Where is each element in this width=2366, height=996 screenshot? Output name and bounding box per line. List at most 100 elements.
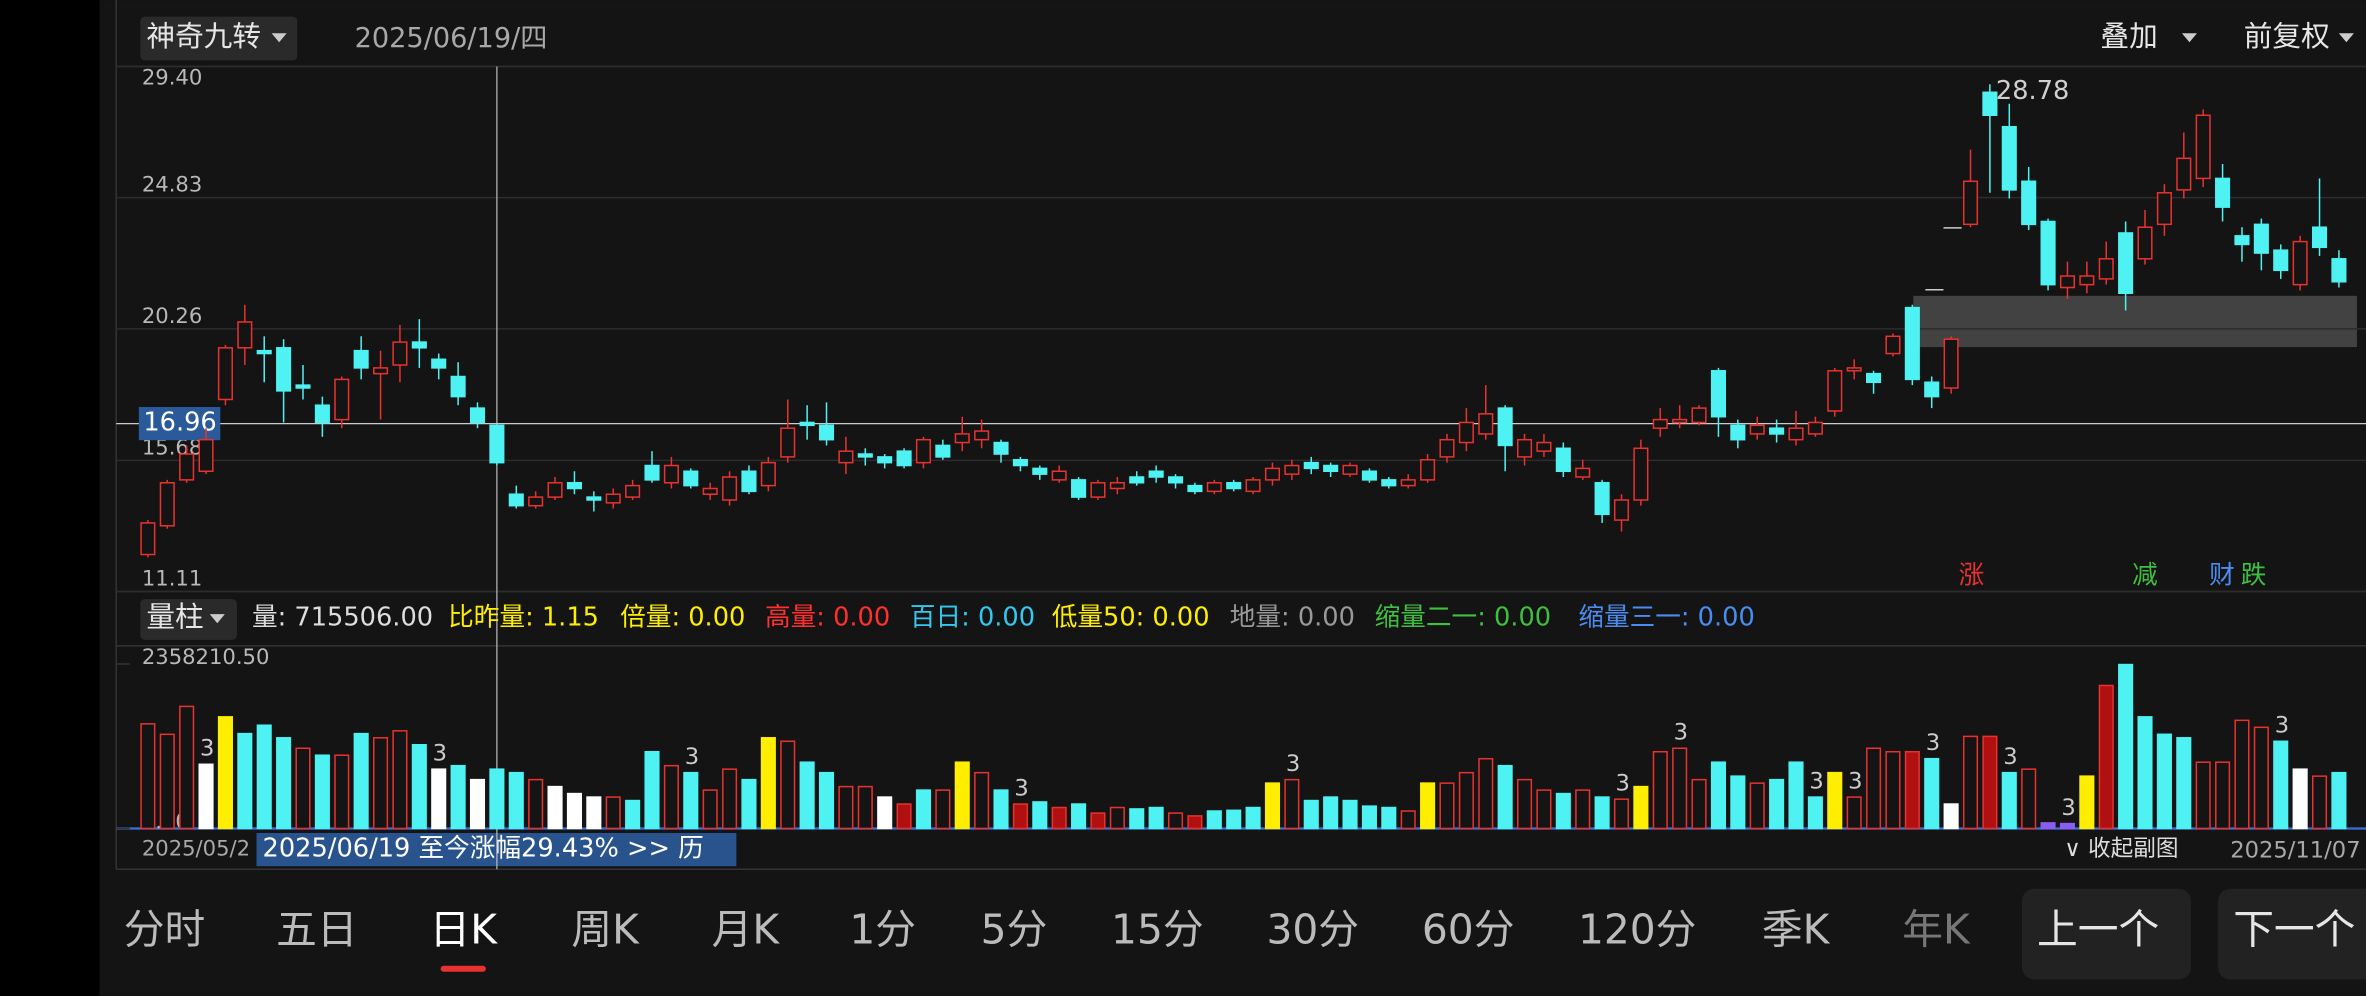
- candle-body: [2137, 226, 2153, 260]
- candle-body: [1691, 407, 1707, 424]
- nav-button-bg[interactable]: [2021, 888, 2191, 980]
- candle-body: [935, 444, 951, 458]
- nine-turn-label: 3: [685, 744, 699, 770]
- volume-bar: [1071, 803, 1087, 830]
- candle-body: [1458, 421, 1474, 444]
- volume-bar: [256, 724, 272, 830]
- volume-bar: [915, 789, 932, 830]
- volume-bar: [2118, 663, 2134, 830]
- candle-body: [2253, 223, 2269, 254]
- volume-bar: [818, 771, 835, 830]
- candle-body: [2195, 114, 2211, 180]
- nav-button[interactable]: 下一个: [2233, 906, 2355, 954]
- period-tab[interactable]: 月K: [712, 906, 781, 954]
- volume-bar: [1710, 761, 1726, 830]
- period-tab[interactable]: 5分: [981, 906, 1048, 954]
- period-tab[interactable]: 15分: [1111, 906, 1204, 954]
- y-tick-label: 24.83: [142, 172, 202, 197]
- volume-bar: [1381, 806, 1397, 830]
- nav-button[interactable]: 上一个: [2037, 906, 2159, 954]
- candle-body: [954, 433, 970, 444]
- candle-body: [1109, 481, 1125, 490]
- y-tick-label: 11.11: [142, 565, 202, 590]
- y-tick-label: 29.40: [142, 65, 202, 90]
- candle-body: [1051, 470, 1067, 481]
- nav-button-bg[interactable]: [2218, 888, 2366, 980]
- candle-body: [179, 453, 195, 481]
- volume-bar: [1536, 789, 1552, 830]
- adjust-button[interactable]: 前复权: [2244, 19, 2330, 53]
- price-zone: [1913, 295, 2357, 348]
- candle-body: [2156, 192, 2172, 226]
- candle-body: [159, 481, 175, 527]
- volume-bar: [508, 771, 524, 830]
- tooltip[interactable]: 2025/06/19 至今涨幅29.43% >> 历: [263, 834, 704, 864]
- candle-body: [702, 487, 718, 495]
- candle-body: [2234, 235, 2250, 246]
- candle-body: [1827, 370, 1843, 412]
- period-tab[interactable]: 季K: [1762, 906, 1831, 954]
- nine-turn-label: 3: [1014, 775, 1028, 801]
- overlay-button[interactable]: 叠加: [2100, 19, 2157, 53]
- volume-stat: 低量50: 0.00: [1052, 603, 1210, 633]
- crosshair-label: 16.96: [143, 408, 216, 438]
- volume-bar: [2234, 719, 2250, 830]
- candle-body: [1749, 424, 1765, 435]
- volume-bar: [1788, 761, 1804, 830]
- volume-bar: [1497, 764, 1513, 830]
- candle-body: [1400, 479, 1416, 487]
- period-tab[interactable]: 五日: [276, 906, 357, 954]
- candle-body: [1284, 464, 1300, 475]
- candle-body: [1264, 467, 1281, 481]
- volume-bar: [295, 747, 311, 830]
- candle-body: [1769, 427, 1785, 435]
- start-date: 2025/05/2: [142, 836, 250, 861]
- candle-body: [663, 464, 679, 484]
- candle-body: [722, 476, 738, 501]
- candle-body: [605, 493, 621, 504]
- volume-bar: [1245, 806, 1261, 830]
- volume-bar: [877, 796, 893, 830]
- volume-bar: [334, 754, 350, 830]
- period-tab[interactable]: 30分: [1266, 906, 1359, 954]
- volume-bar: [1652, 750, 1668, 830]
- volume-selector[interactable]: [140, 599, 237, 640]
- volume-bar: [373, 737, 389, 830]
- event-flag[interactable]: 财: [2209, 560, 2235, 590]
- candle-body: [2021, 180, 2037, 226]
- candle-body: [1012, 459, 1028, 467]
- candle-body: [1245, 479, 1261, 493]
- period-tab[interactable]: 120分: [1578, 906, 1696, 954]
- volume-bar: [838, 785, 854, 830]
- period-tab[interactable]: 分时: [124, 906, 205, 954]
- period-tab[interactable]: 日K: [430, 906, 499, 954]
- volume-bar: [1846, 796, 1862, 830]
- volume-bar: [140, 723, 156, 830]
- candle-body: [1167, 476, 1184, 484]
- event-flag[interactable]: 减: [2132, 560, 2158, 590]
- period-tab[interactable]: 年K: [1902, 906, 1971, 954]
- candle-body: [489, 424, 505, 464]
- volume-bar: [2079, 775, 2095, 830]
- candle-body: [276, 347, 292, 392]
- volume-bar: [1420, 782, 1436, 830]
- candle-body: [818, 424, 835, 441]
- candle-body: [1129, 476, 1145, 484]
- volume-bar: [1284, 778, 1300, 830]
- period-tab[interactable]: 周K: [571, 906, 640, 954]
- indicator-selector[interactable]: [140, 16, 298, 61]
- period-tab[interactable]: 1分: [849, 906, 916, 954]
- volume-bar: [276, 737, 292, 830]
- volume-bar: [1943, 803, 1959, 830]
- collapse-button[interactable]: ∨ 收起副图: [2064, 836, 2178, 862]
- period-tab[interactable]: 60分: [1422, 906, 1515, 954]
- volume-bar: [2098, 684, 2114, 830]
- volume-bar: [2021, 768, 2037, 830]
- volume-indicator-name: 量柱: [146, 600, 203, 634]
- candle-body: [1672, 418, 1688, 424]
- event-flag[interactable]: 跌: [2241, 560, 2267, 590]
- nine-turn-label: 3: [1615, 771, 1629, 797]
- candle-body: [857, 453, 873, 458]
- volume-bar: [1672, 747, 1688, 830]
- event-flag[interactable]: 涨: [1959, 560, 1985, 590]
